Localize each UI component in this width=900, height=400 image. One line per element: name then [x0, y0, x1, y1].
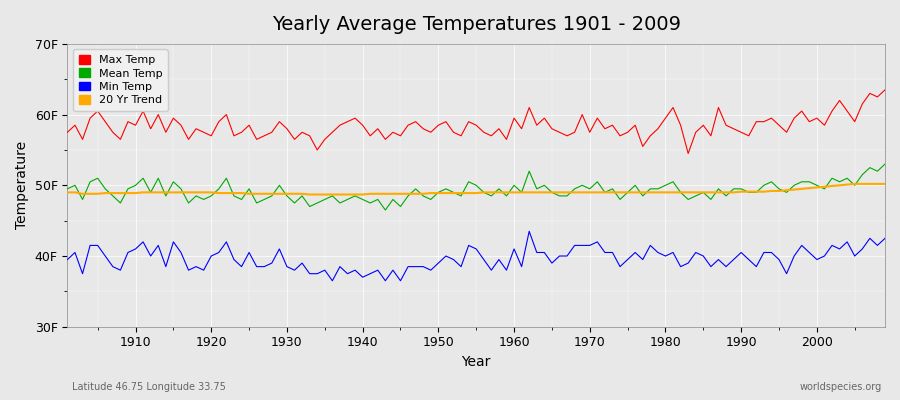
X-axis label: Year: Year	[462, 355, 490, 369]
Text: Latitude 46.75 Longitude 33.75: Latitude 46.75 Longitude 33.75	[72, 382, 226, 392]
Legend: Max Temp, Mean Temp, Min Temp, 20 Yr Trend: Max Temp, Mean Temp, Min Temp, 20 Yr Tre…	[73, 50, 167, 111]
Text: worldspecies.org: worldspecies.org	[800, 382, 882, 392]
Title: Yearly Average Temperatures 1901 - 2009: Yearly Average Temperatures 1901 - 2009	[272, 15, 680, 34]
Y-axis label: Temperature: Temperature	[15, 141, 29, 229]
